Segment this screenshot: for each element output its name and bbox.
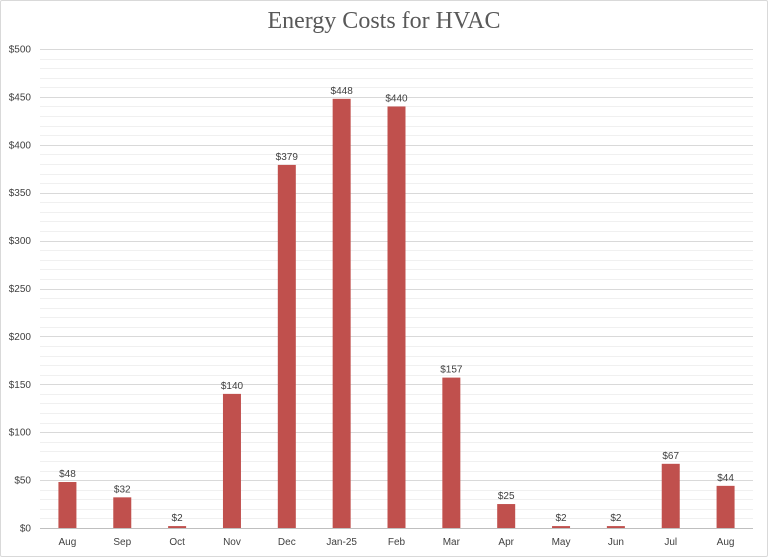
data-label: $2 bbox=[610, 513, 622, 524]
data-label: $440 bbox=[385, 93, 408, 104]
bar bbox=[113, 497, 132, 528]
y-tick-label: $100 bbox=[9, 428, 32, 439]
x-tick-label: Oct bbox=[169, 537, 185, 548]
x-tick-label: Apr bbox=[498, 537, 514, 548]
bar bbox=[168, 526, 187, 528]
bar bbox=[332, 98, 351, 528]
data-label: $2 bbox=[555, 513, 567, 524]
data-label: $67 bbox=[662, 451, 679, 462]
data-label: $157 bbox=[440, 365, 463, 376]
x-tick-label: Sep bbox=[113, 537, 131, 548]
x-tick-label: Jun bbox=[608, 537, 624, 548]
bar bbox=[442, 377, 461, 528]
chart-title: Energy Costs for HVAC bbox=[267, 8, 501, 34]
bar bbox=[552, 526, 571, 528]
bar bbox=[661, 463, 680, 528]
x-tick-label: Jul bbox=[664, 537, 677, 548]
x-tick-label: Mar bbox=[443, 537, 461, 548]
x-tick-label: May bbox=[552, 537, 571, 548]
x-tick-label: Aug bbox=[59, 537, 77, 548]
data-label: $140 bbox=[221, 381, 244, 392]
x-tick-label: Aug bbox=[717, 537, 735, 548]
y-tick-label: $250 bbox=[9, 284, 32, 295]
y-tick-label: $450 bbox=[9, 92, 32, 103]
data-label: $48 bbox=[59, 469, 76, 480]
y-tick-label: $350 bbox=[9, 188, 32, 199]
x-tick-label: Dec bbox=[278, 537, 296, 548]
data-label: $2 bbox=[172, 513, 184, 524]
data-label: $379 bbox=[276, 152, 299, 163]
y-tick-label: $50 bbox=[14, 476, 31, 487]
x-tick-label: Jan-25 bbox=[326, 537, 357, 548]
y-axis-tick-labels: $0 $50 $100 $150 $200 $250 $300 $350 $400 $450 $50… bbox=[9, 45, 32, 535]
y-tick-label: $300 bbox=[9, 236, 32, 247]
y-tick-label: $400 bbox=[9, 140, 32, 151]
bar bbox=[58, 482, 77, 528]
bar bbox=[387, 106, 406, 528]
data-label: $448 bbox=[331, 86, 354, 97]
bar bbox=[497, 504, 516, 528]
y-tick-label: $0 bbox=[20, 524, 32, 535]
y-tick-label: $500 bbox=[9, 45, 32, 56]
y-tick-label: $150 bbox=[9, 380, 32, 391]
x-axis-tick-labels: Aug Sep Oct Nov Dec Jan-25 Feb Mar Apr May Jun Jul A… bbox=[59, 537, 735, 548]
bar bbox=[716, 485, 735, 528]
data-label: $32 bbox=[114, 484, 131, 495]
bar bbox=[277, 164, 296, 528]
bar bbox=[606, 526, 625, 528]
bars bbox=[58, 98, 735, 528]
data-labels: $48 $32 $2 $140 $379 $448 $440 $157 $25 $2 $2 $67 $4… bbox=[59, 86, 734, 524]
y-tick-label: $200 bbox=[9, 332, 32, 343]
bar bbox=[222, 393, 241, 528]
data-label: $44 bbox=[717, 473, 734, 484]
data-label: $25 bbox=[498, 491, 515, 502]
x-tick-label: Nov bbox=[223, 537, 241, 548]
x-tick-label: Feb bbox=[388, 537, 406, 548]
